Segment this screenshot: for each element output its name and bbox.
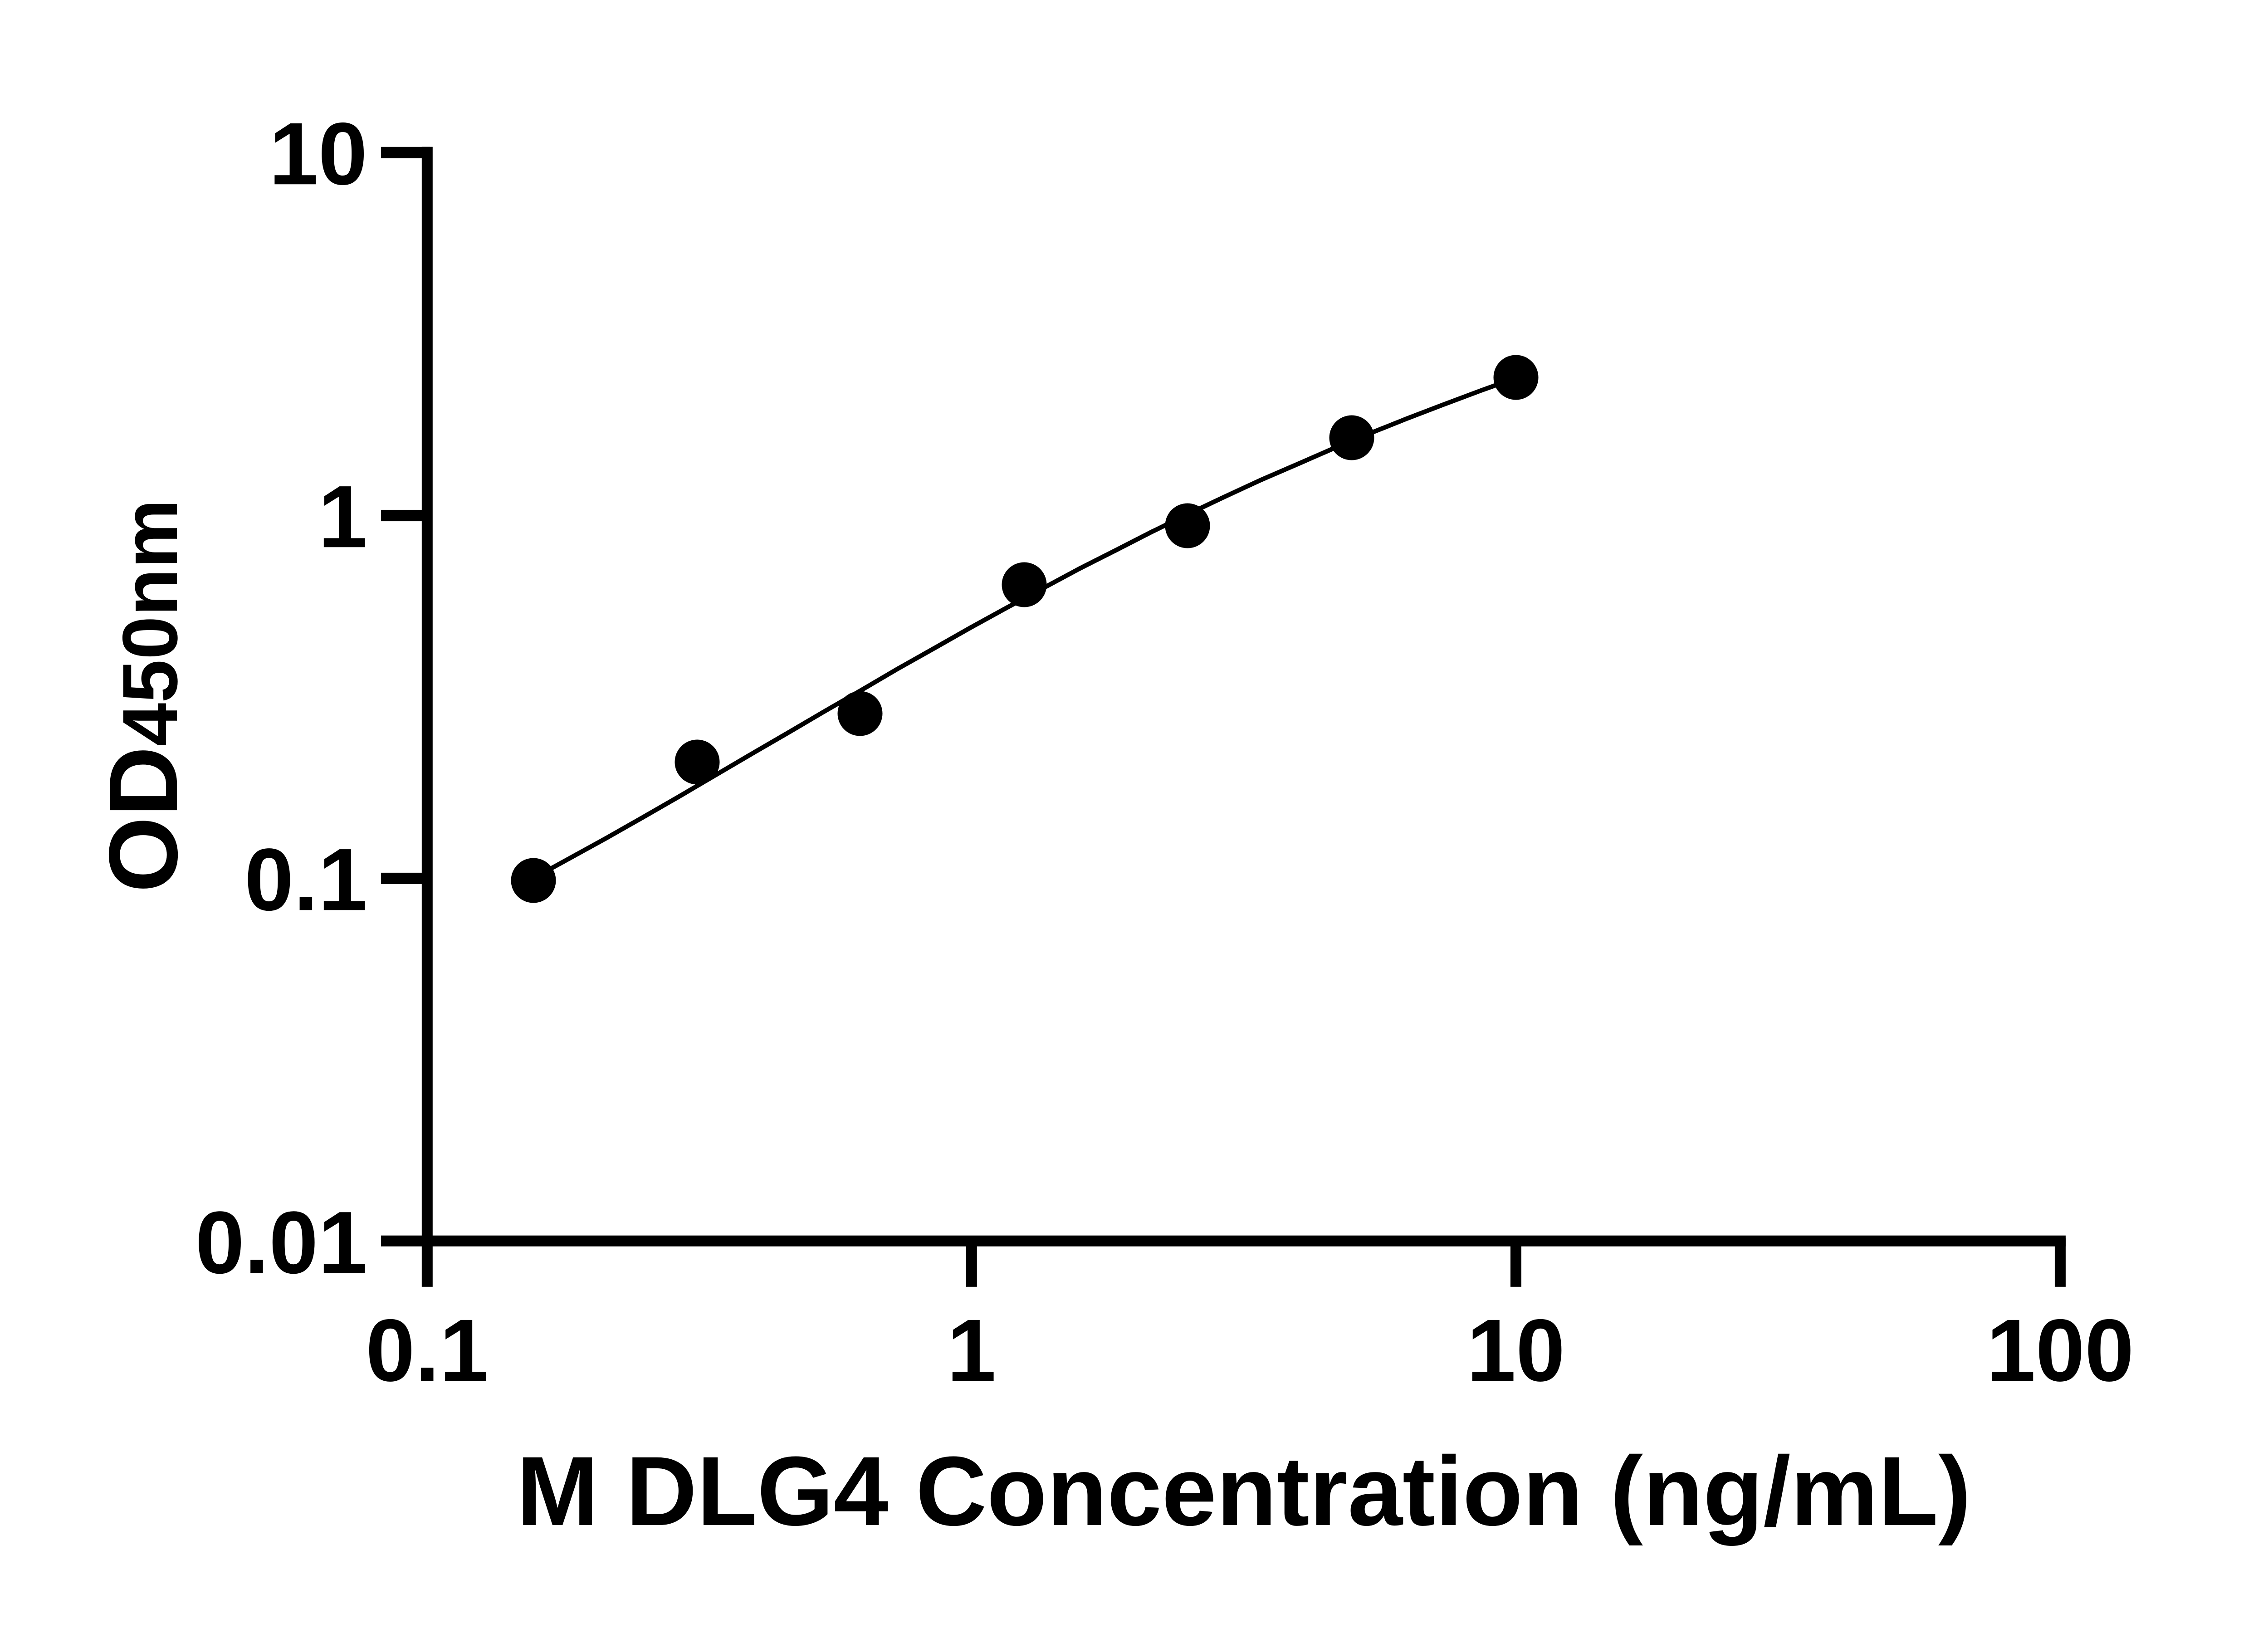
svg-text:100: 100 [1986,1301,2134,1400]
svg-text:0.1: 0.1 [244,830,367,929]
svg-text:10: 10 [1466,1301,1565,1400]
svg-text:M DLG4 Concentration (ng/mL): M DLG4 Concentration (ng/mL) [517,1436,1971,1546]
svg-text:0.01: 0.01 [195,1193,367,1292]
svg-text:1: 1 [947,1301,996,1400]
svg-text:OD450nm: OD450nm [88,499,198,892]
svg-text:10: 10 [269,104,367,203]
svg-text:1: 1 [318,467,367,566]
svg-text:0.1: 0.1 [366,1301,489,1400]
